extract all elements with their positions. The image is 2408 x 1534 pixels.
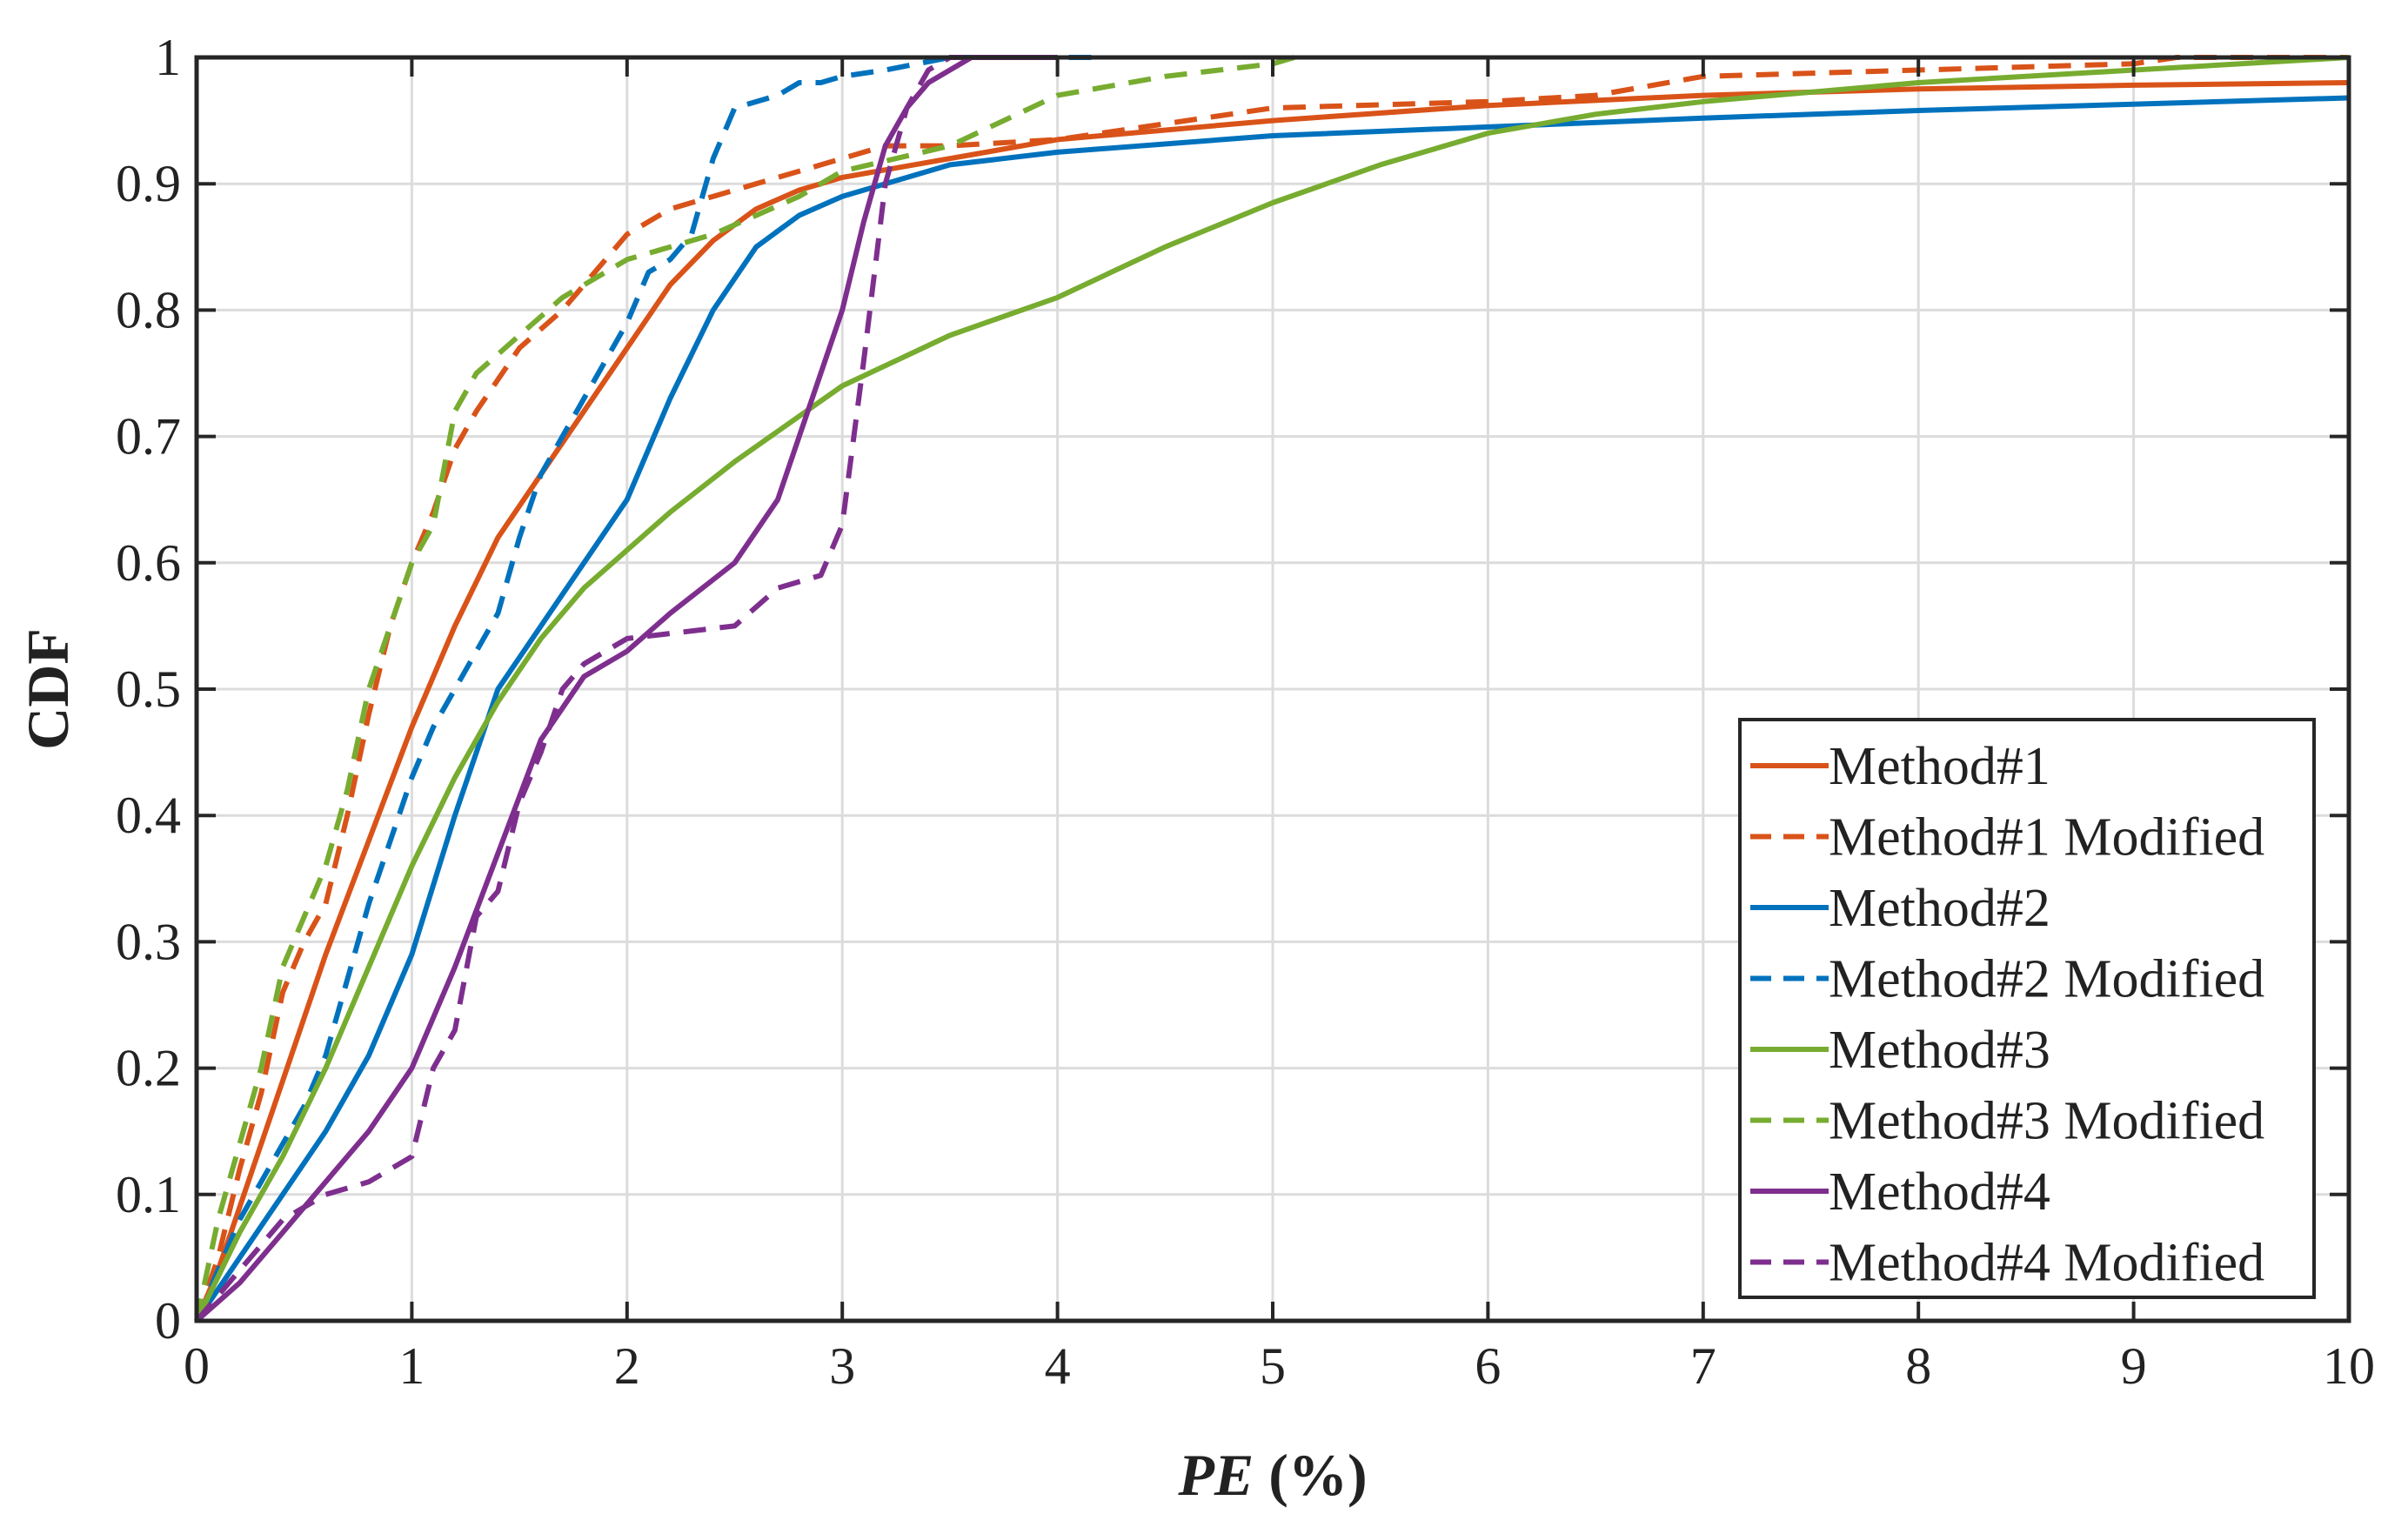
x-tick-labels: 0 1 2 3 4 5 6 7 8 9 10 (184, 1337, 2375, 1395)
legend-item-method-1: Method#1 (1750, 737, 2050, 796)
x-tick-label: 7 (1690, 1337, 1716, 1395)
series-lines (194, 55, 2350, 1323)
legend-box (1738, 718, 2316, 1299)
y-tick-label: 0.4 (116, 787, 181, 844)
y-tick-label: 0.6 (116, 534, 181, 592)
x-tick-label: 3 (829, 1337, 855, 1395)
legend-item-method-4-modified: Method#4 Modified (1750, 1234, 2264, 1293)
y-tick-label: 0.2 (116, 1040, 181, 1097)
legend-item-method-3-modified: Method#3 Modified (1750, 1092, 2264, 1151)
y-tick-label: 0 (155, 1292, 181, 1350)
legend-item-method-3: Method#3 (1750, 1021, 2050, 1080)
y-tick-label: 0.7 (116, 408, 181, 466)
legend-label-method-2: Method#2 (1829, 879, 2050, 938)
y-tick-label: 0.3 (116, 913, 181, 970)
legend-label-method-3-modified: Method#3 Modified (1829, 1092, 2264, 1151)
x-tick-label: 5 (1260, 1337, 1286, 1395)
legend-label-method-1: Method#1 (1829, 737, 2050, 796)
legend-item-method-2: Method#2 (1750, 879, 2050, 938)
series-line-method-4-modified (194, 55, 972, 1323)
legend-label-method-4: Method#4 (1829, 1162, 2050, 1222)
legend-item-method-2-modified: Method#2 Modified (1750, 950, 2264, 1009)
series-line-method-2-modified (194, 55, 1101, 1323)
legend-items: Method#1 Method#1 Modified Method#2 Method#… (1750, 737, 2264, 1293)
series-line-method-3 (194, 55, 2350, 1323)
y-tick-label: 0.8 (116, 281, 181, 338)
x-tick-label: 8 (1905, 1337, 1931, 1395)
x-tick-label: 1 (398, 1337, 425, 1395)
x-tick-label: 0 (184, 1337, 210, 1395)
x-axis-title-italic: PE (1177, 1442, 1254, 1508)
x-tick-label: 6 (1475, 1337, 1501, 1395)
x-axis-title: PE (%) (1177, 1442, 1367, 1508)
x-tick-label: 4 (1045, 1337, 1071, 1395)
y-axis-title: CDF (15, 628, 81, 750)
y-tick-labels: 0 0.1 0.2 0.3 0.4 0.5 0.6 0.7 0.8 0.9 1 (116, 29, 181, 1350)
y-tick-label: 0.1 (116, 1166, 181, 1223)
legend-item-method-1-modified: Method#1 Modified (1750, 808, 2264, 867)
legend-item-method-4: Method#4 (1750, 1162, 2050, 1222)
legend-label-method-4-modified: Method#4 Modified (1829, 1234, 2264, 1293)
series-line-method-2 (194, 95, 2350, 1323)
x-axis-title-unit: (%) (1254, 1442, 1367, 1508)
x-tick-label: 10 (2323, 1337, 2375, 1395)
x-tick-label: 9 (2121, 1337, 2147, 1395)
legend-label-method-1-modified: Method#1 Modified (1829, 808, 2264, 867)
y-tick-label: 0.5 (116, 660, 181, 718)
y-tick-label: 1 (155, 29, 181, 86)
legend-label-method-2-modified: Method#2 Modified (1829, 950, 2264, 1009)
legend: Method#1 Method#1 Modified Method#2 Method#… (1738, 718, 2316, 1299)
series-line-method-1-modified (194, 55, 2349, 1322)
x-tick-label: 2 (614, 1337, 640, 1395)
series-line-method-1 (194, 80, 2350, 1323)
axis-ticks (195, 56, 2351, 1323)
legend-label-method-3: Method#3 (1829, 1021, 2050, 1080)
y-tick-label: 0.9 (116, 155, 181, 212)
